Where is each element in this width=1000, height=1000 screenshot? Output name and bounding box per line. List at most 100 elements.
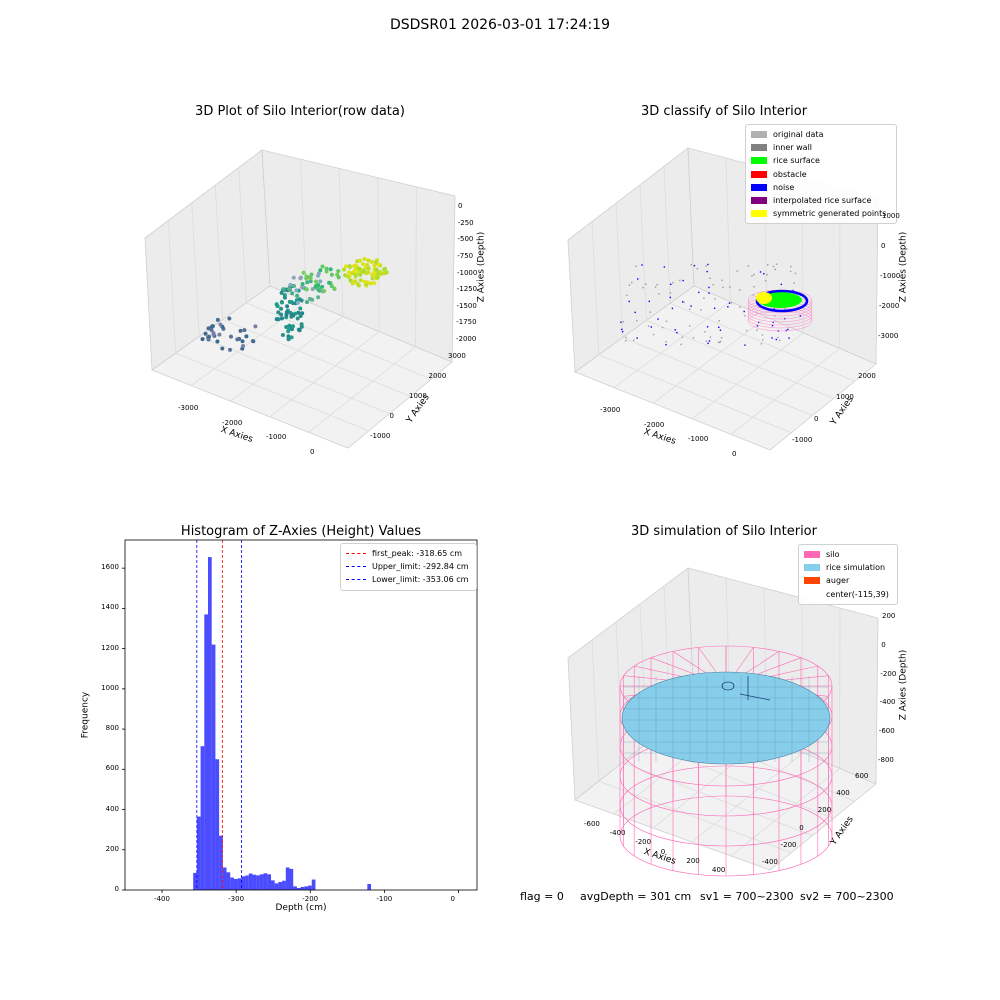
- legend-label: Upper_limit: -292.84 cm: [372, 562, 469, 572]
- raw-x-tick-label: -3000: [178, 404, 199, 412]
- raw-point: [241, 344, 246, 349]
- histogram-legend: first_peak: -318.65 cm Upper_limit: -292.…: [340, 543, 477, 591]
- raw-point: [361, 262, 366, 267]
- classify-point: [747, 265, 750, 267]
- raw-point: [217, 332, 222, 337]
- grid-line: [591, 221, 600, 355]
- classify-point: [681, 336, 683, 338]
- grid-line: [639, 184, 647, 321]
- classify-legend-item: interpolated rice surface: [751, 194, 891, 207]
- raw-point: [379, 271, 384, 276]
- raw-point: [376, 262, 381, 267]
- classify-point: [648, 300, 650, 303]
- histogram-bar: [278, 881, 283, 890]
- grid-line: [613, 301, 731, 388]
- classify-point: [775, 338, 778, 341]
- raw-point: [358, 272, 363, 277]
- classify-z-tick-label: 0: [881, 242, 886, 250]
- histogram-bar: [219, 835, 223, 890]
- classify-point: [727, 306, 729, 308]
- grid-line: [591, 639, 600, 782]
- legend-line: [346, 553, 366, 555]
- raw-point: [374, 267, 379, 272]
- raw-point: [253, 324, 258, 329]
- grid-line: [191, 202, 200, 337]
- classify-point: [772, 321, 774, 323]
- raw-point: [372, 270, 377, 275]
- histogram-bar: [256, 875, 260, 890]
- raw-point: [280, 333, 285, 338]
- axis-pane: [151, 285, 453, 449]
- raw-point: [361, 268, 366, 273]
- raw-point: [242, 328, 247, 333]
- classify-point: [756, 329, 758, 331]
- simulation-y-tick-label: -400: [762, 858, 778, 866]
- classify-point: [705, 265, 707, 267]
- histogram-ytick-label: 0: [114, 885, 119, 893]
- classify-point: [719, 329, 722, 331]
- classify-point: [689, 325, 691, 327]
- classify-point: [788, 337, 790, 339]
- raw-point: [329, 284, 334, 289]
- classify-point: [708, 286, 710, 289]
- raw-point: [316, 295, 321, 300]
- classify-point: [657, 318, 659, 320]
- raw-point: [220, 346, 225, 351]
- raw-point: [357, 258, 362, 263]
- grid-line: [238, 167, 247, 303]
- raw-point: [235, 337, 240, 342]
- auger-axis: [739, 693, 771, 701]
- grid-line: [622, 762, 813, 836]
- legend-swatch: [751, 170, 767, 178]
- legend-swatch: [804, 551, 820, 559]
- classify-point: [720, 337, 723, 339]
- histogram-xtick-label: 0: [450, 895, 455, 903]
- classify-point: [641, 264, 643, 266]
- raw-point: [298, 306, 303, 311]
- classify-legend-item: noise: [751, 181, 891, 194]
- raw-point: [281, 287, 286, 292]
- legend-swatch: [751, 183, 767, 191]
- classify-point: [656, 284, 658, 286]
- raw-point: [348, 278, 353, 283]
- raw-point: [291, 313, 296, 318]
- legend-label: rice surface: [773, 156, 820, 166]
- raw-point: [318, 268, 323, 273]
- raw-point: [282, 295, 287, 300]
- histogram-xtick-label: -200: [302, 895, 319, 903]
- raw-point: [274, 302, 279, 307]
- histogram-ytick-label: 1400: [101, 603, 119, 612]
- classify-point: [714, 298, 716, 300]
- raw-point: [362, 256, 367, 261]
- raw-point: [336, 275, 341, 280]
- classify-point: [672, 281, 674, 284]
- histogram-bar: [230, 877, 234, 890]
- legend-label: auger: [826, 576, 850, 586]
- classify-point: [712, 283, 714, 286]
- raw-point: [341, 267, 346, 272]
- axis-pane: [574, 285, 877, 451]
- classify-point: [631, 281, 633, 284]
- histogram-bar: [241, 876, 246, 890]
- raw-point: [369, 259, 374, 264]
- grid-line: [622, 337, 813, 416]
- classify-point: [718, 320, 720, 322]
- histogram-bar: [207, 557, 212, 890]
- grid-line: [670, 302, 855, 382]
- sv1-text: sv1 = 700~2300: [700, 890, 794, 903]
- raw-point: [286, 334, 291, 339]
- histogram-bar: [263, 873, 268, 890]
- simulation-x-tick-label: -400: [609, 829, 626, 838]
- raw-z-tick-label: -2000: [456, 335, 477, 343]
- classify-point: [682, 279, 684, 282]
- histogram-bar: [311, 879, 316, 890]
- classify-point: [707, 263, 709, 266]
- raw-point: [295, 316, 300, 321]
- classify-point: [620, 321, 622, 323]
- legend-swatch: [751, 144, 767, 152]
- grid-line: [338, 168, 344, 317]
- classify-point: [669, 296, 672, 299]
- rice-surface: [621, 671, 831, 765]
